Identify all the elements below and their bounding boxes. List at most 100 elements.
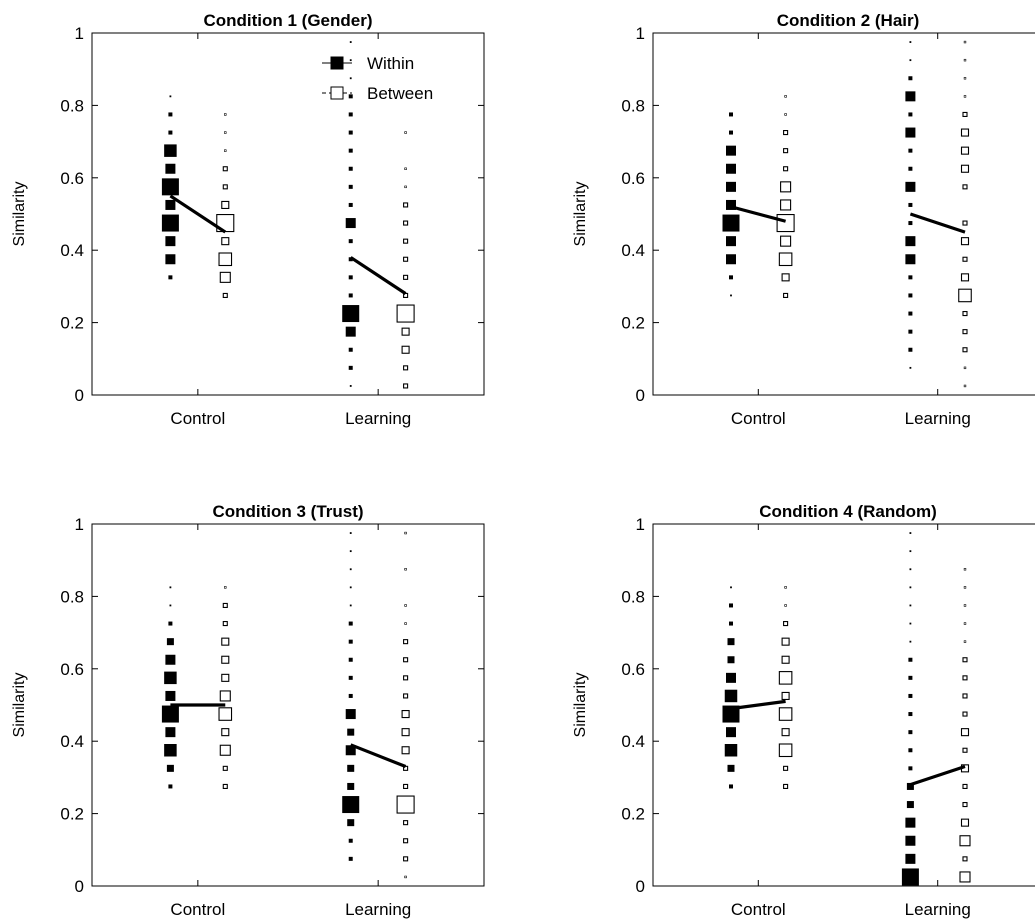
within-marker [905,236,916,247]
between-marker [224,113,227,116]
mean-line [169,194,227,234]
between-marker [221,728,230,737]
between-marker [959,835,971,847]
between-marker [403,838,409,844]
within-marker [729,112,733,117]
within-marker [348,639,353,644]
within-marker [727,764,735,772]
x-tick-label: Control [731,900,786,919]
y-tick-label: 0.6 [60,660,84,679]
within-marker [345,745,356,756]
between-marker [962,747,968,753]
y-tick-label: 0.4 [621,241,645,260]
chart-title: Condition 1 (Gender) [203,11,372,30]
within-marker [726,672,736,683]
between-marker [403,202,409,208]
within-marker [905,817,916,828]
between-marker [962,801,968,808]
within-marker [729,603,733,608]
y-tick-label: 0 [636,386,645,405]
within-marker [347,728,355,736]
between-marker [960,818,970,827]
within-marker [348,693,353,698]
between-marker [222,292,228,299]
between-marker [224,149,227,152]
between-marker [959,871,971,883]
within-marker [909,640,912,643]
x-tick-label: Learning [905,900,971,919]
between-marker [960,728,970,737]
between-marker [783,765,789,771]
within-marker [909,586,912,589]
between-marker [783,148,789,154]
between-marker [963,384,967,388]
between-marker [222,166,228,172]
within-marker [909,604,912,607]
within-marker [905,254,916,265]
within-marker [168,784,173,789]
between-marker [221,637,230,646]
between-marker [224,586,227,589]
within-marker [345,218,356,229]
between-marker [960,164,970,173]
between-marker [963,568,967,571]
within-marker [347,782,355,790]
within-marker [908,766,913,771]
plot-frame [91,32,485,396]
y-tick-label: 0 [75,877,84,896]
between-marker [784,604,787,607]
within-marker [726,199,736,210]
between-marker [962,856,968,862]
between-marker [396,304,415,323]
y-tick-label: 0.6 [621,660,645,679]
between-marker [396,795,415,814]
within-marker [342,305,360,323]
between-marker [219,744,231,756]
within-marker [347,764,355,772]
within-marker [348,621,353,626]
between-marker [404,875,407,879]
between-marker [963,604,967,607]
between-marker [783,620,789,627]
within-marker [342,796,360,814]
between-marker [783,783,789,790]
within-marker [905,127,916,138]
between-marker [780,199,792,211]
mean-line [349,256,407,295]
within-marker [349,77,352,80]
between-marker [404,622,407,625]
between-marker [403,365,409,371]
chart-title: Condition 2 (Hair) [777,11,920,30]
y-tick-label: 0.2 [621,314,645,333]
y-tick-label: 0.2 [60,314,84,333]
chart-panel-1: 0 0.2 0.4 0.6 0.8 1 Control Learning Condition 1… [11,11,485,428]
within-marker [348,184,353,189]
within-marker [164,671,177,685]
y-tick-label: 1 [636,515,645,534]
between-marker [784,113,787,116]
y-tick-label: 0.6 [60,169,84,188]
between-marker [403,383,409,389]
x-tick-label: Learning [905,409,971,428]
x-tick-label: Control [731,409,786,428]
within-marker [345,709,356,720]
between-marker [403,783,409,790]
within-marker [348,838,353,843]
between-marker [963,586,967,589]
within-marker [905,91,916,102]
y-tick-label: 0.2 [621,805,645,824]
between-marker [962,347,968,353]
between-marker [958,288,972,303]
within-marker [724,744,738,757]
within-marker [909,532,912,534]
between-marker [222,765,228,771]
between-marker [221,673,230,682]
within-marker [165,163,176,174]
y-tick-label: 0.8 [60,96,84,115]
legend-between-marker [330,86,344,100]
between-marker [221,655,230,664]
within-marker [165,690,176,701]
within-marker [348,293,353,298]
between-marker [224,131,227,134]
